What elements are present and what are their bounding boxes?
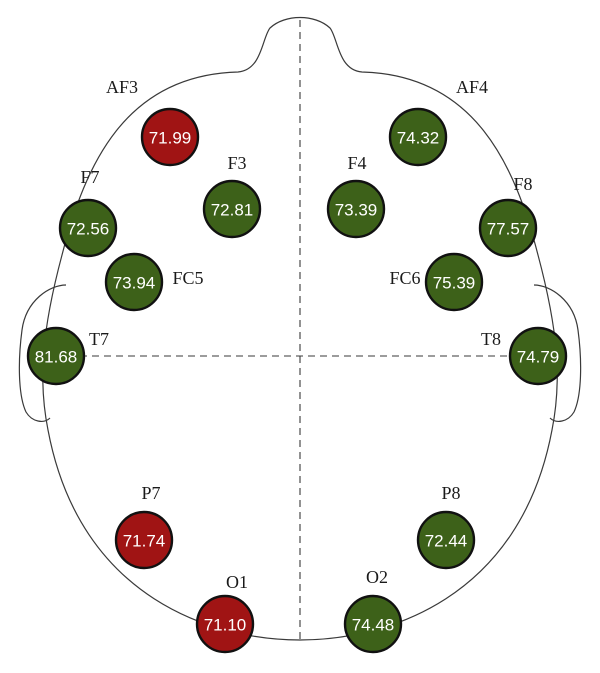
electrode-f8: 77.57 F8: [478, 174, 538, 258]
electrode-af3: 71.99 AF3: [106, 77, 200, 167]
electrode-o1-value: 71.10: [204, 616, 247, 635]
electrode-t7-label: T7: [89, 329, 109, 349]
electrode-f3: 72.81 F3: [202, 153, 262, 239]
electrode-t8-value: 74.79: [517, 348, 560, 367]
electrode-o2-marker: [343, 594, 403, 654]
electrode-fc5: 73.94 FC5: [104, 252, 204, 312]
electrode-f8-label: F8: [513, 174, 532, 194]
electrode-o2: 74.48 O2: [343, 567, 403, 654]
right-ear: [533, 284, 582, 422]
electrode-f4-value: 73.39: [335, 201, 378, 220]
electrode-o2-label: O2: [366, 567, 388, 587]
electrode-f4: 73.39 F4: [326, 153, 386, 239]
electrode-o2-value: 74.48: [352, 616, 395, 635]
electrode-p8: 72.44 P8: [416, 483, 476, 570]
electrode-f7: 72.56 F7: [58, 167, 118, 258]
electrode-f7-label: F7: [80, 167, 99, 187]
electrode-p8-label: P8: [441, 483, 460, 503]
electrode-f8-marker: [478, 198, 538, 258]
electrode-t7: 81.68 T7: [26, 326, 109, 386]
electrode-fc5-value: 73.94: [113, 274, 156, 293]
electrode-fc6-value: 75.39: [433, 274, 476, 293]
electrode-o1-label: O1: [226, 572, 248, 592]
electrode-af3-label: AF3: [106, 77, 138, 97]
electrode-fc6-marker: [424, 252, 484, 312]
left-ear: [18, 284, 67, 422]
electrode-af3-marker: [140, 107, 200, 167]
electrode-f8-value: 77.57: [487, 220, 530, 239]
electrode-f4-marker: [326, 179, 386, 239]
electrode-p8-value: 72.44: [425, 532, 468, 551]
electrode-t8-marker: [508, 326, 568, 386]
electrode-t8-label: T8: [481, 329, 501, 349]
electrode-p7-label: P7: [141, 483, 160, 503]
electrode-o1-marker: [195, 594, 255, 654]
electrode-af4: 74.32 AF4: [388, 77, 488, 167]
electrode-f7-value: 72.56: [67, 220, 110, 239]
electrode-af4-label: AF4: [456, 77, 488, 97]
electrode-t7-value: 81.68: [35, 348, 78, 367]
electrode-fc6: 75.39 FC6: [389, 252, 484, 312]
electrode-f7-marker: [58, 198, 118, 258]
electrode-fc5-marker: [104, 252, 164, 312]
electrode-o1: 71.10 O1: [195, 572, 255, 654]
electrode-p7-marker: [114, 510, 174, 570]
electrode-fc5-label: FC5: [172, 268, 203, 288]
electrode-af4-value: 74.32: [397, 129, 440, 148]
electrode-f3-marker: [202, 179, 262, 239]
head-outline: [42, 17, 558, 641]
electrode-fc6-label: FC6: [389, 268, 420, 288]
electrode-af3-value: 71.99: [149, 129, 192, 148]
electrode-p8-marker: [416, 510, 476, 570]
electrode-f3-label: F3: [227, 153, 246, 173]
electrode-f3-value: 72.81: [211, 201, 254, 220]
electrode-t7-marker: [26, 326, 86, 386]
electrode-af4-marker: [388, 107, 448, 167]
electrode-p7-value: 71.74: [123, 532, 166, 551]
electrode-p7: 71.74 P7: [114, 483, 174, 570]
electrode-f4-label: F4: [347, 153, 366, 173]
electrode-t8: 74.79 T8: [481, 326, 568, 386]
